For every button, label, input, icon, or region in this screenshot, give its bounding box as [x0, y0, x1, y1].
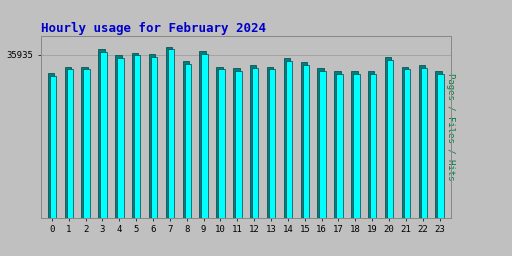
Bar	[151, 57, 157, 218]
Bar	[216, 67, 223, 218]
Bar	[286, 61, 292, 218]
Bar	[317, 68, 324, 218]
Bar	[201, 54, 208, 218]
Bar	[168, 49, 174, 218]
Bar	[250, 65, 257, 218]
Bar	[98, 49, 104, 218]
Bar	[269, 69, 275, 218]
Bar	[301, 62, 307, 218]
Bar	[218, 69, 225, 218]
Y-axis label: Pages / Files / Hits: Pages / Files / Hits	[446, 73, 455, 180]
Bar	[284, 58, 290, 218]
Bar	[336, 74, 343, 218]
Bar	[100, 52, 106, 218]
Bar	[199, 51, 206, 218]
Bar	[351, 71, 357, 218]
Bar	[48, 72, 54, 218]
Bar	[385, 57, 391, 218]
Bar	[149, 54, 155, 218]
Bar	[65, 67, 71, 218]
Bar	[233, 68, 240, 218]
Bar	[368, 71, 374, 218]
Bar	[370, 74, 376, 218]
Bar	[115, 55, 121, 218]
Text: Hourly usage for February 2024: Hourly usage for February 2024	[41, 22, 266, 35]
Bar	[435, 71, 442, 218]
Bar	[319, 71, 326, 218]
Bar	[403, 69, 410, 218]
Bar	[402, 67, 408, 218]
Bar	[387, 60, 393, 218]
Bar	[81, 67, 88, 218]
Bar	[83, 69, 90, 218]
Bar	[334, 71, 340, 218]
Bar	[437, 74, 444, 218]
Bar	[303, 65, 309, 218]
Bar	[353, 74, 359, 218]
Bar	[418, 65, 425, 218]
Bar	[134, 56, 140, 218]
Bar	[184, 64, 191, 218]
Bar	[420, 68, 427, 218]
Bar	[267, 67, 273, 218]
Bar	[67, 69, 73, 218]
Bar	[132, 52, 138, 218]
Bar	[166, 47, 172, 218]
Bar	[50, 76, 56, 218]
Bar	[252, 68, 259, 218]
Bar	[235, 71, 242, 218]
Bar	[183, 61, 189, 218]
Bar	[117, 58, 123, 218]
